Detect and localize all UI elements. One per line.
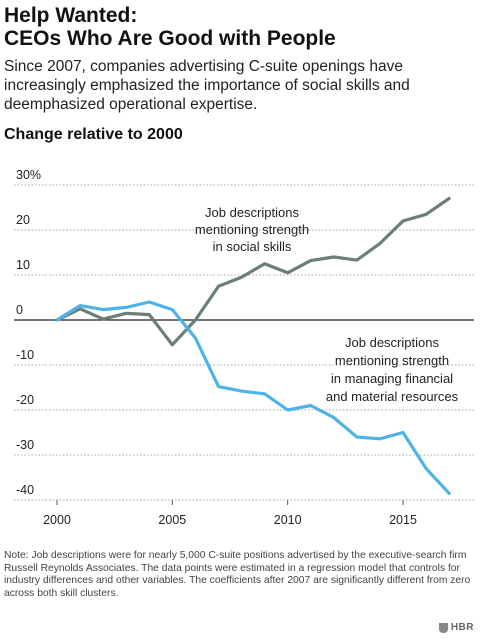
y-tick-label: -20 [16, 393, 34, 407]
annotation-line: in social skills [213, 239, 292, 254]
x-tick-label: 2000 [43, 513, 71, 527]
annotation-line: in managing financial [331, 371, 453, 386]
y-tick-label: 20 [16, 213, 30, 227]
series-line-financial-resources [55, 300, 451, 495]
chart-title-line-1: Help Wanted: [4, 4, 138, 27]
x-tick-label: 2015 [389, 513, 417, 527]
shield-icon [438, 622, 448, 633]
y-tick-label: -30 [16, 438, 34, 452]
x-tick-label: 2010 [274, 513, 302, 527]
annotations: Job descriptions mentioning strength in so… [195, 205, 459, 404]
y-tick-label: 30% [16, 168, 41, 182]
y-tick-label: -10 [16, 348, 34, 362]
annotation-line: Job descriptions [205, 205, 299, 220]
chart-subtitle: Since 2007, companies advertising C-suit… [4, 58, 410, 113]
annotation-line: Job descriptions [345, 335, 439, 350]
x-tick-label: 2005 [158, 513, 186, 527]
hbr-logo: HBR [438, 622, 474, 633]
annotation-line: and material resources [326, 389, 459, 404]
annotation-line: mentioning strength [195, 222, 309, 237]
y-tick-label: -40 [16, 483, 34, 497]
series-lines [55, 196, 451, 495]
y-tick-label: 10 [16, 258, 30, 272]
chart-section-label: Change relative to 2000 [4, 126, 183, 143]
gridlines [14, 184, 474, 501]
chart-title: Help Wanted: CEOs Who Are Good with Peop… [4, 4, 488, 50]
chart-title-line-2: CEOs Who Are Good with People [4, 27, 336, 50]
footnote: Note: Job descriptions were for nearly 5… [4, 550, 471, 599]
series-line-social-skills [55, 196, 451, 347]
logo-text: HBR [450, 622, 474, 633]
y-tick-label: 0 [16, 303, 23, 317]
annotation-line: mentioning strength [335, 353, 449, 368]
